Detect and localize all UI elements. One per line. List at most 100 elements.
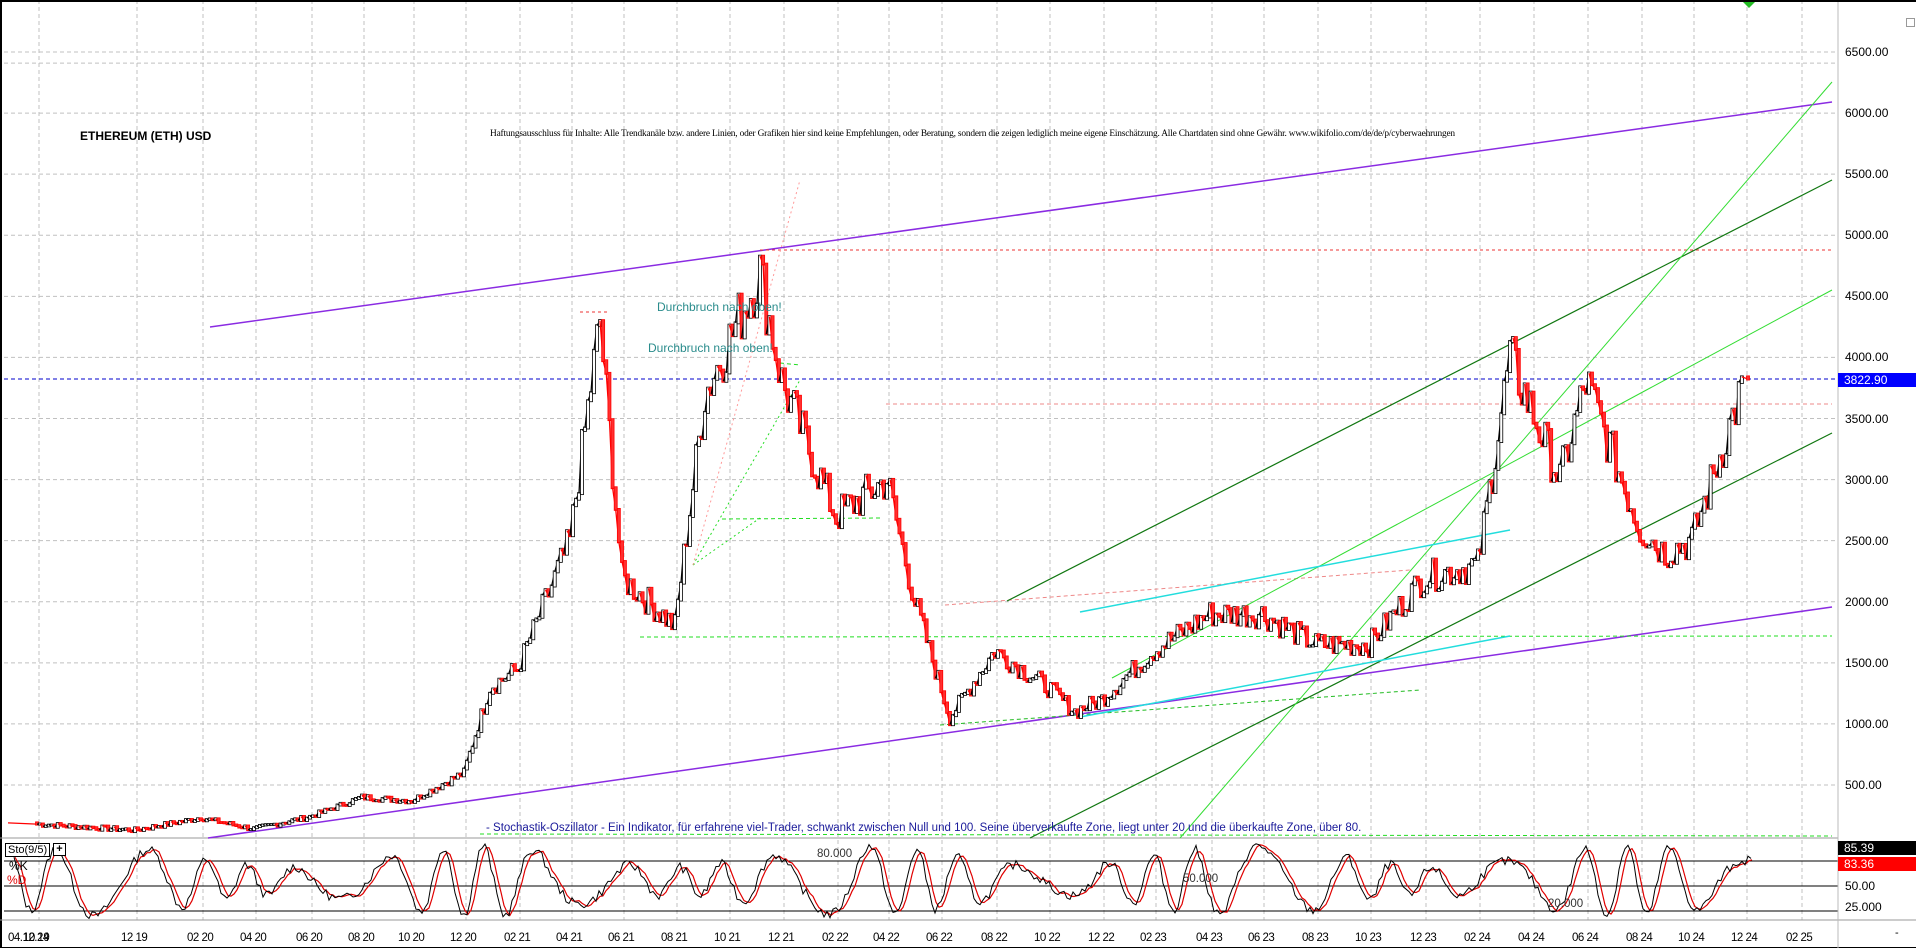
price-tick-label: 6000.00 (1845, 106, 1889, 121)
price-candle-body (1287, 622, 1291, 631)
trendline (1029, 432, 1833, 839)
time-tick-label: 12 19 (121, 932, 148, 944)
price-candle-body (885, 483, 889, 500)
price-candle-body (574, 497, 578, 508)
price-candle-body (764, 262, 769, 336)
time-tick-label: 04 23 (1196, 932, 1223, 944)
price-candle-body (586, 399, 590, 430)
price-candle-body (861, 486, 865, 516)
time-tick-label: 06 23 (1248, 932, 1275, 944)
price-candle-body (1223, 604, 1228, 624)
price-tick-label: 500.00 (1845, 778, 1882, 792)
marker-triangle-icon (1743, 2, 1755, 8)
price-candle-body (1370, 627, 1374, 658)
price-tick-label: 3000.00 (1845, 472, 1889, 487)
trendline (479, 833, 1833, 837)
price-candle-body (1449, 566, 1453, 586)
time-tick-label: 12 21 (768, 932, 795, 944)
price-candle-body (610, 418, 615, 490)
expand-plus-icon[interactable]: + (53, 843, 66, 856)
price-candle-body (1388, 610, 1393, 631)
time-tick-label: 10 20 (398, 932, 425, 944)
price-candle-body (1614, 430, 1618, 483)
price-candle-body (1641, 539, 1646, 547)
price-candle-body (1638, 528, 1642, 543)
price-candle-body (1502, 379, 1507, 416)
time-tick-label: 12 20 (450, 932, 477, 944)
price-candle-body (1467, 563, 1471, 585)
price-candle-body (870, 486, 874, 499)
price-candle-body (1322, 634, 1327, 648)
price-candle-body (903, 542, 908, 567)
price-candle-body (1452, 577, 1456, 586)
price-candle-body (691, 489, 695, 518)
price-candle-body (1106, 696, 1111, 707)
price-candle-body (488, 691, 492, 706)
price-candle-body (703, 410, 707, 441)
price-candle-body (1543, 421, 1548, 448)
price-candle-body (972, 681, 976, 697)
price-candle-body (1305, 625, 1309, 648)
sto-level-20-label: 20.000 (1548, 898, 1584, 910)
time-tick-label: 12 24 (1731, 932, 1758, 944)
price-candle-body (957, 694, 961, 713)
time-tick-label: 08 20 (348, 932, 375, 944)
price-candle-body (679, 581, 683, 602)
price-tick-label: 4000.00 (1845, 350, 1889, 365)
price-candle-body (1269, 617, 1273, 632)
price-candle-body (951, 714, 955, 727)
price-candle-body (810, 451, 814, 478)
price-tick-label: 5500.00 (1845, 167, 1889, 182)
sto-d-value-tag: 83.36 (1838, 857, 1916, 871)
price-tick-label: 6500.00 (1845, 45, 1889, 59)
price-candle-body (804, 410, 808, 429)
price-candle-body (1708, 464, 1713, 510)
price-candle-body (577, 492, 581, 501)
price-candle-body (876, 482, 880, 497)
collapse-pane-icon[interactable] (1906, 18, 1915, 27)
time-tick-label: 10 23 (1355, 932, 1382, 944)
sto-axis-50: 50.00 (1845, 879, 1876, 893)
sto-axis-25: 25.000 (1845, 900, 1882, 914)
price-candle-body (1739, 375, 1744, 384)
price-candle-body (742, 310, 747, 340)
price-candle-body (580, 428, 584, 496)
price-candle-body (1727, 418, 1732, 456)
price-candle-body (1337, 635, 1342, 645)
price-candle-body (807, 425, 811, 455)
price-candle-body (649, 586, 654, 606)
time-tick-label: 08 21 (661, 932, 688, 944)
price-candle-body (549, 584, 554, 598)
price-candle-body (571, 504, 575, 538)
price-candle-body (565, 529, 569, 556)
price-candle-body (133, 826, 137, 834)
price-candle-body (1403, 609, 1408, 617)
time-tick-label: 12 22 (1088, 932, 1115, 944)
price-candle-body (1049, 682, 1053, 699)
stochastic-legend[interactable]: Sto(9/5) (5, 843, 51, 857)
trendline (692, 517, 761, 566)
trendline (721, 517, 881, 520)
price-candle-body (589, 391, 593, 403)
time-tick-label: 02 21 (504, 932, 531, 944)
sto-level-50-label: 50.000 (1183, 873, 1219, 885)
price-candle-body (620, 540, 624, 563)
time-axis-scroll-button[interactable]: - (1895, 927, 1899, 939)
price-candle-body (724, 371, 729, 383)
price-candle-body (715, 364, 720, 381)
price-candle-body (727, 323, 732, 375)
price-candle-body (682, 543, 686, 585)
price-candle-body (789, 396, 793, 413)
price-candle-body (939, 669, 944, 694)
time-tick-label: 06 20 (296, 932, 323, 944)
price-candle-body (1632, 508, 1636, 524)
price-tick-label: 5000.00 (1845, 228, 1889, 243)
trendline (1079, 635, 1511, 718)
price-candle-body (1247, 615, 1252, 628)
price-candle-body (894, 495, 899, 521)
price-candle-body (1160, 645, 1165, 658)
price-candle-body (449, 775, 454, 787)
price-candle-body (1010, 661, 1015, 674)
price-candle-body (1425, 585, 1429, 595)
